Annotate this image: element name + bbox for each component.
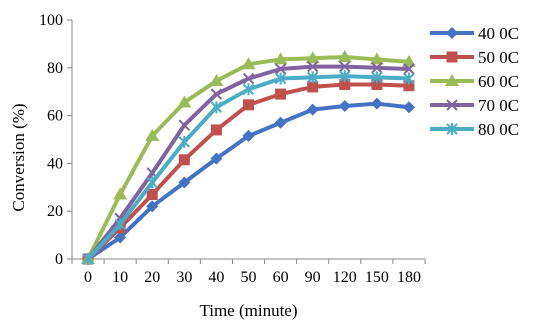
legend-item: 60 0C: [430, 72, 519, 91]
series-point: [145, 128, 160, 141]
series-point: [369, 52, 384, 65]
series-point: [178, 135, 191, 148]
series-point: [339, 70, 351, 83]
series-point: [306, 60, 319, 73]
x-tick-label: 10: [112, 269, 128, 286]
series-point: [306, 71, 319, 84]
x-tick-label: 50: [241, 269, 257, 286]
series-line: [86, 101, 410, 261]
series-point: [114, 218, 126, 231]
legend-item: 80 0C: [430, 120, 519, 139]
series-point: [371, 79, 383, 91]
series-point: [210, 124, 222, 136]
y-axis-ticks: 0 20 40 60 80 100: [39, 12, 72, 268]
x-tick-label: 60: [273, 269, 289, 286]
series-point: [274, 72, 287, 85]
y-tick-label: 20: [47, 203, 63, 220]
series-point: [243, 99, 254, 111]
legend-swatch-marker: [446, 27, 458, 39]
y-tick-label: 80: [47, 60, 63, 77]
x-axis-title: Time (minute): [199, 301, 297, 320]
series-point: [307, 81, 319, 93]
y-tick-label: 0: [55, 251, 63, 268]
legend-label: 70 0C: [478, 96, 519, 115]
series-point: [210, 152, 223, 165]
y-axis-title: Conversion (%): [9, 103, 28, 211]
series-point: [210, 101, 223, 114]
series-point: [209, 73, 224, 86]
series-point: [146, 200, 159, 213]
series-point: [370, 97, 383, 110]
series-point: [177, 95, 192, 108]
series-point: [178, 154, 190, 166]
legend-swatch-marker: [446, 123, 458, 135]
series-point: [146, 188, 158, 200]
series-point: [82, 253, 94, 265]
legend-label: 50 0C: [478, 48, 519, 67]
series-point: [242, 72, 255, 85]
series-point: [242, 83, 255, 96]
series-2: [81, 50, 416, 264]
legend-swatch-marker: [445, 74, 459, 86]
series-line: [86, 82, 410, 261]
series-point: [306, 103, 319, 116]
series-point: [210, 88, 223, 100]
legend: 40 0C 50 0C 60 0C 70 0C 80 0C: [430, 24, 519, 139]
legend-swatch-marker: [446, 99, 458, 111]
series-point: [275, 88, 287, 100]
y-tick-label: 40: [47, 155, 63, 172]
x-tick-label: 180: [397, 269, 421, 286]
series-0: [82, 97, 415, 265]
series-4: [82, 70, 415, 265]
series-point: [178, 176, 191, 189]
plot-area: 0 20 40 60 80 100 0 10 20 30 40 50 60 90 120 150 180: [39, 12, 426, 286]
series-point: [402, 101, 415, 114]
x-tick-label: 150: [365, 269, 389, 286]
legend-swatch-marker: [446, 51, 458, 63]
series-point: [274, 116, 287, 129]
legend-item: 70 0C: [430, 96, 519, 115]
x-tick-label: 40: [208, 269, 224, 286]
x-tick-label: 120: [333, 269, 357, 286]
series-point: [242, 129, 255, 142]
x-tick-label: 20: [144, 269, 160, 286]
series-point: [371, 62, 383, 74]
legend-label: 40 0C: [478, 24, 519, 43]
series-point: [339, 60, 351, 73]
legend-label: 80 0C: [478, 120, 519, 139]
x-axis-ticks: 0 10 20 30 40 50 60 90 120 150 180: [71, 259, 426, 286]
series-point: [401, 54, 416, 67]
legend-label: 60 0C: [478, 72, 519, 91]
legend-item: 50 0C: [430, 48, 519, 67]
x-tick-label: 0: [84, 269, 92, 286]
series-layer: [81, 50, 416, 265]
series-point: [178, 119, 191, 131]
series-point: [114, 231, 127, 244]
series-point: [273, 52, 288, 65]
series-point: [403, 72, 415, 85]
series-point: [403, 80, 415, 92]
series-point: [403, 63, 415, 75]
series-point: [338, 100, 351, 113]
series-point: [241, 57, 256, 70]
legend-item: 40 0C: [430, 24, 519, 43]
series-point: [371, 71, 383, 84]
series-point: [113, 187, 128, 200]
y-tick-label: 60: [47, 108, 63, 125]
series-point: [274, 63, 287, 75]
series-point: [337, 50, 352, 63]
y-tick-label: 100: [39, 12, 63, 29]
series-point: [305, 51, 320, 64]
series-point: [339, 79, 351, 91]
x-tick-label: 30: [176, 269, 192, 286]
series-point: [146, 176, 158, 189]
x-tick-label: 90: [305, 269, 321, 286]
